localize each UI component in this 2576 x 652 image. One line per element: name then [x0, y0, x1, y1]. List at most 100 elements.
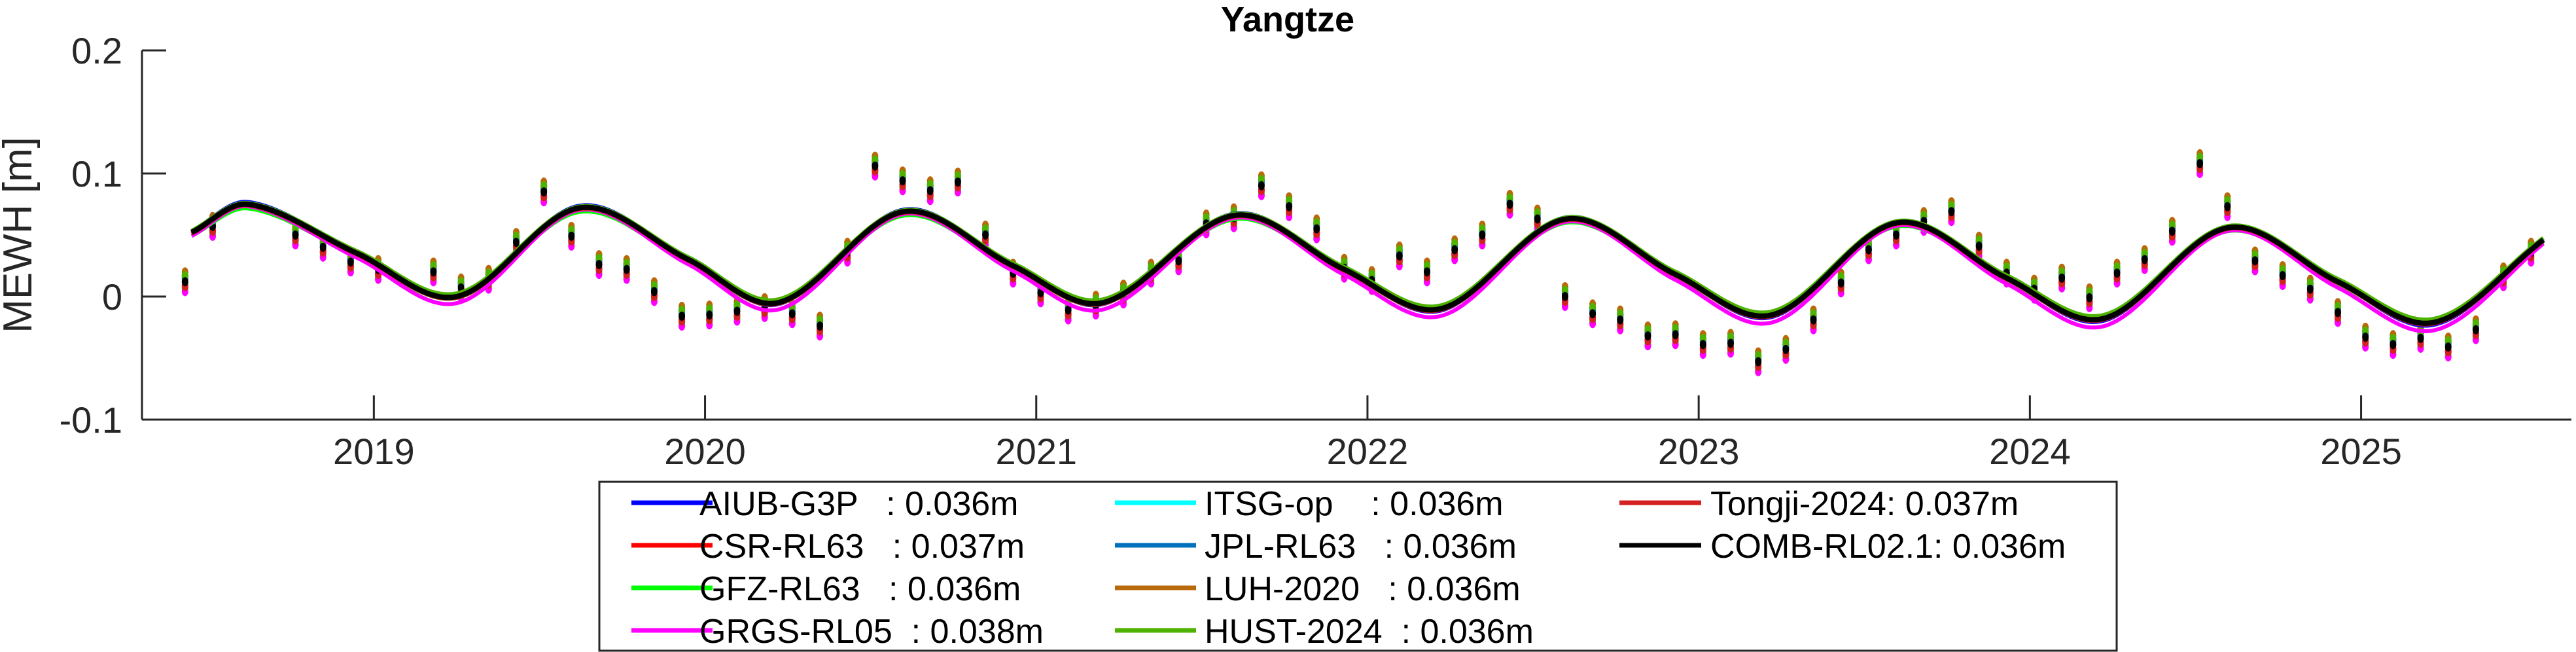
data-point: [1672, 330, 1679, 340]
data-point: [623, 264, 630, 274]
legend-label: COMB-RL02.1: 0.036m: [1710, 528, 2066, 566]
legend-item-hust-2024: HUST-2024 : 0.036m: [1115, 613, 1534, 651]
data-point: [1286, 202, 1293, 211]
data-point: [2417, 333, 2424, 343]
data-point: [982, 230, 989, 240]
data-point: [2362, 333, 2369, 342]
data-point: [2168, 226, 2176, 236]
legend-label: GFZ-RL63 : 0.036m: [699, 570, 1021, 608]
data-point: [788, 309, 796, 319]
data-point: [1065, 305, 1072, 315]
x-tick-label: 2021: [995, 431, 1077, 472]
series-line-luh-2020: [190, 202, 2545, 325]
data-point: [1423, 267, 1430, 277]
data-point: [568, 231, 575, 241]
data-point: [512, 238, 520, 247]
data-point: [1948, 207, 1955, 217]
series-line-aiub-g3p: [190, 200, 2545, 328]
data-point: [2113, 268, 2121, 278]
data-point: [2251, 256, 2259, 266]
series-line-jpl-rl63: [190, 202, 2545, 325]
series-layer: [181, 149, 2545, 376]
legend-item-aiub-g3p: AIUB-G3P : 0.036m: [631, 485, 1018, 523]
data-point: [2306, 284, 2314, 294]
data-point: [1589, 309, 1597, 319]
legend-item-luh-2020: LUH-2020 : 0.036m: [1115, 570, 1521, 608]
legend-label: JPL-RL63 : 0.036m: [1205, 528, 1517, 566]
legend-item-gfz-rl63: GFZ-RL63 : 0.036m: [631, 570, 1021, 608]
data-point: [1313, 224, 1320, 234]
legend-item-itsg-op: ITSG-op : 0.036m: [1115, 485, 1504, 523]
data-point: [1258, 181, 1265, 190]
data-point: [292, 230, 299, 240]
data-point: [1699, 340, 1706, 350]
data-point: [1451, 245, 1458, 255]
x-tick-label: 2025: [2320, 431, 2402, 472]
data-point: [2444, 342, 2452, 352]
data-point: [2224, 202, 2231, 211]
x-tick-label: 2023: [1658, 431, 1740, 472]
data-point: [1810, 315, 1817, 325]
data-point: [1975, 241, 1983, 251]
data-point: [2197, 158, 2204, 168]
legend-box: [598, 480, 2118, 652]
legend-item-csr-rl63: CSR-RL63 : 0.037m: [631, 528, 1025, 566]
data-point: [430, 267, 437, 277]
data-point: [1782, 344, 1790, 354]
y-axis-label: MEWH [m]: [0, 137, 41, 333]
points-tongji-2024: [181, 164, 2535, 372]
legend-label: LUH-2020 : 0.036m: [1205, 570, 1521, 608]
legend-label: AIUB-G3P : 0.036m: [699, 485, 1018, 523]
data-point: [2472, 325, 2479, 335]
data-point: [954, 177, 961, 187]
x-tick-label: 2020: [664, 431, 746, 472]
points-gfz-rl63: [181, 166, 2535, 374]
legend-item-comb-rl02.1: COMB-RL02.1: 0.036m: [1619, 528, 2066, 566]
x-tick-label: 2024: [1989, 431, 2071, 472]
legend-label: HUST-2024 : 0.036m: [1205, 613, 1534, 651]
x-tick-label: 2022: [1327, 431, 1409, 472]
data-point: [706, 310, 713, 320]
data-point: [733, 306, 741, 316]
data-point: [1865, 245, 1872, 255]
legend-label: ITSG-op : 0.036m: [1205, 485, 1504, 523]
y-tick-label: 0.2: [71, 30, 122, 71]
legend-item-tongji-2024: Tongji-2024: 0.037m: [1619, 485, 2019, 523]
y-tick-label: 0.1: [71, 153, 122, 194]
data-point: [2390, 340, 2397, 350]
data-point: [1893, 230, 1900, 240]
data-point: [540, 187, 548, 197]
legend-label: CSR-RL63 : 0.037m: [699, 528, 1025, 566]
data-point: [1837, 278, 1844, 288]
legend-item-grgs-rl05: GRGS-RL05 : 0.038m: [631, 613, 1044, 651]
data-point: [872, 161, 879, 171]
legend-label: Tongji-2024: 0.037m: [1710, 485, 2019, 523]
data-point: [181, 277, 188, 287]
points-csr-rl63: [181, 162, 2535, 371]
legend: AIUB-G3P : 0.036m CSR-RL63 : 0.037m GFZ-RL…: [598, 480, 2118, 652]
data-point: [1727, 338, 1734, 348]
axes: -0.1 0 0.1 0.2 2019 2020 2021 2022 2023 2024 2025: [60, 30, 2571, 472]
data-point: [1175, 256, 1182, 266]
data-point: [1506, 200, 1513, 209]
series-line-hust-2024: [190, 200, 2545, 322]
y-tick-label: 0: [102, 276, 122, 317]
data-point: [1755, 357, 1762, 367]
data-point: [1561, 292, 1568, 301]
data-point: [816, 321, 823, 331]
x-tick-label: 2019: [333, 431, 415, 472]
series-line-itsg-op: [190, 202, 2545, 323]
data-point: [2141, 255, 2148, 264]
data-point: [2058, 273, 2066, 283]
data-point: [2086, 293, 2093, 302]
data-point: [1617, 315, 1624, 325]
data-point: [2279, 271, 2286, 281]
legend-item-jpl-rl63: JPL-RL63 : 0.036m: [1115, 528, 1517, 566]
data-point: [1479, 230, 1486, 240]
data-point: [650, 287, 658, 297]
data-point: [679, 312, 686, 321]
data-point: [347, 257, 354, 267]
data-point: [1396, 251, 1403, 261]
data-point: [595, 260, 603, 270]
